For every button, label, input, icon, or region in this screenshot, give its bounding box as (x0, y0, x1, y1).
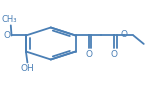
Text: O: O (111, 50, 118, 59)
Text: O: O (120, 30, 127, 39)
Text: OH: OH (21, 64, 34, 73)
Text: O: O (3, 31, 10, 40)
Text: CH₃: CH₃ (2, 15, 17, 24)
Text: O: O (85, 50, 92, 59)
